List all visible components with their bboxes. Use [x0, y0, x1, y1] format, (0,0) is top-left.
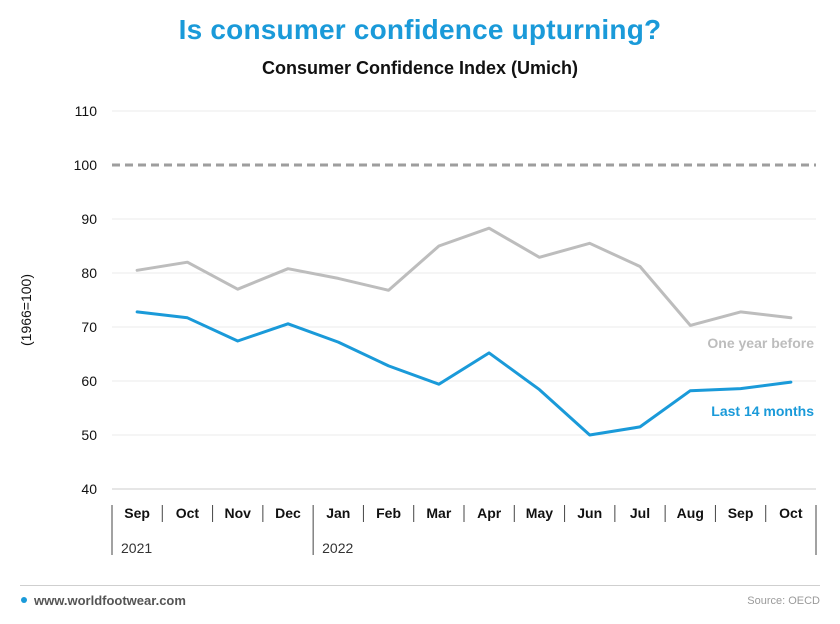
series-label-last-14-months: Last 14 months	[711, 403, 814, 419]
y-tick-label: 110	[75, 103, 98, 119]
x-tick-label: Oct	[176, 505, 200, 521]
y-tick-label: 50	[81, 427, 97, 443]
footer-website[interactable]: www.worldfootwear.com	[34, 593, 186, 608]
x-tick-label: Sep	[124, 505, 150, 521]
y-tick-label: 40	[81, 481, 97, 497]
x-tick-label: May	[526, 505, 553, 521]
x-tick-label: Jun	[577, 505, 602, 521]
x-tick-label: Oct	[779, 505, 803, 521]
line-chart: 40 50 60 70 80 90 100 110 Sep Oct Nov Dec Jan Feb Mar A…	[74, 103, 817, 556]
series-line-last-14-months	[135, 310, 793, 437]
x-tick-label: Mar	[426, 505, 451, 521]
x-tick-label: Aug	[677, 505, 704, 521]
chart-title: Is consumer confidence upturning?	[178, 14, 662, 45]
series-label-one-year-before: One year before	[707, 335, 814, 351]
year-label: 2022	[322, 540, 353, 556]
chart-subtitle: Consumer Confidence Index (Umich)	[261, 58, 579, 78]
footer-divider	[20, 585, 820, 586]
y-tick-label: 100	[74, 157, 98, 173]
x-tick-label: Sep	[728, 505, 754, 521]
footer-source: Source: OECD	[747, 595, 820, 607]
y-tick-label: 80	[81, 265, 97, 281]
y-tick-label: 70	[81, 319, 97, 335]
x-tick-label: Apr	[477, 505, 502, 521]
x-tick-label: Feb	[376, 505, 401, 521]
bullet-icon	[21, 597, 27, 603]
y-tick-label: 60	[81, 373, 97, 389]
year-label: 2021	[121, 540, 152, 556]
x-tick-label: Jan	[326, 505, 350, 521]
x-tick-label: Dec	[275, 505, 301, 521]
x-tick-label: Jul	[630, 505, 650, 521]
series-line-one-year-before	[135, 226, 793, 327]
y-tick-label: 90	[81, 211, 97, 227]
x-tick-label: Nov	[224, 505, 251, 521]
